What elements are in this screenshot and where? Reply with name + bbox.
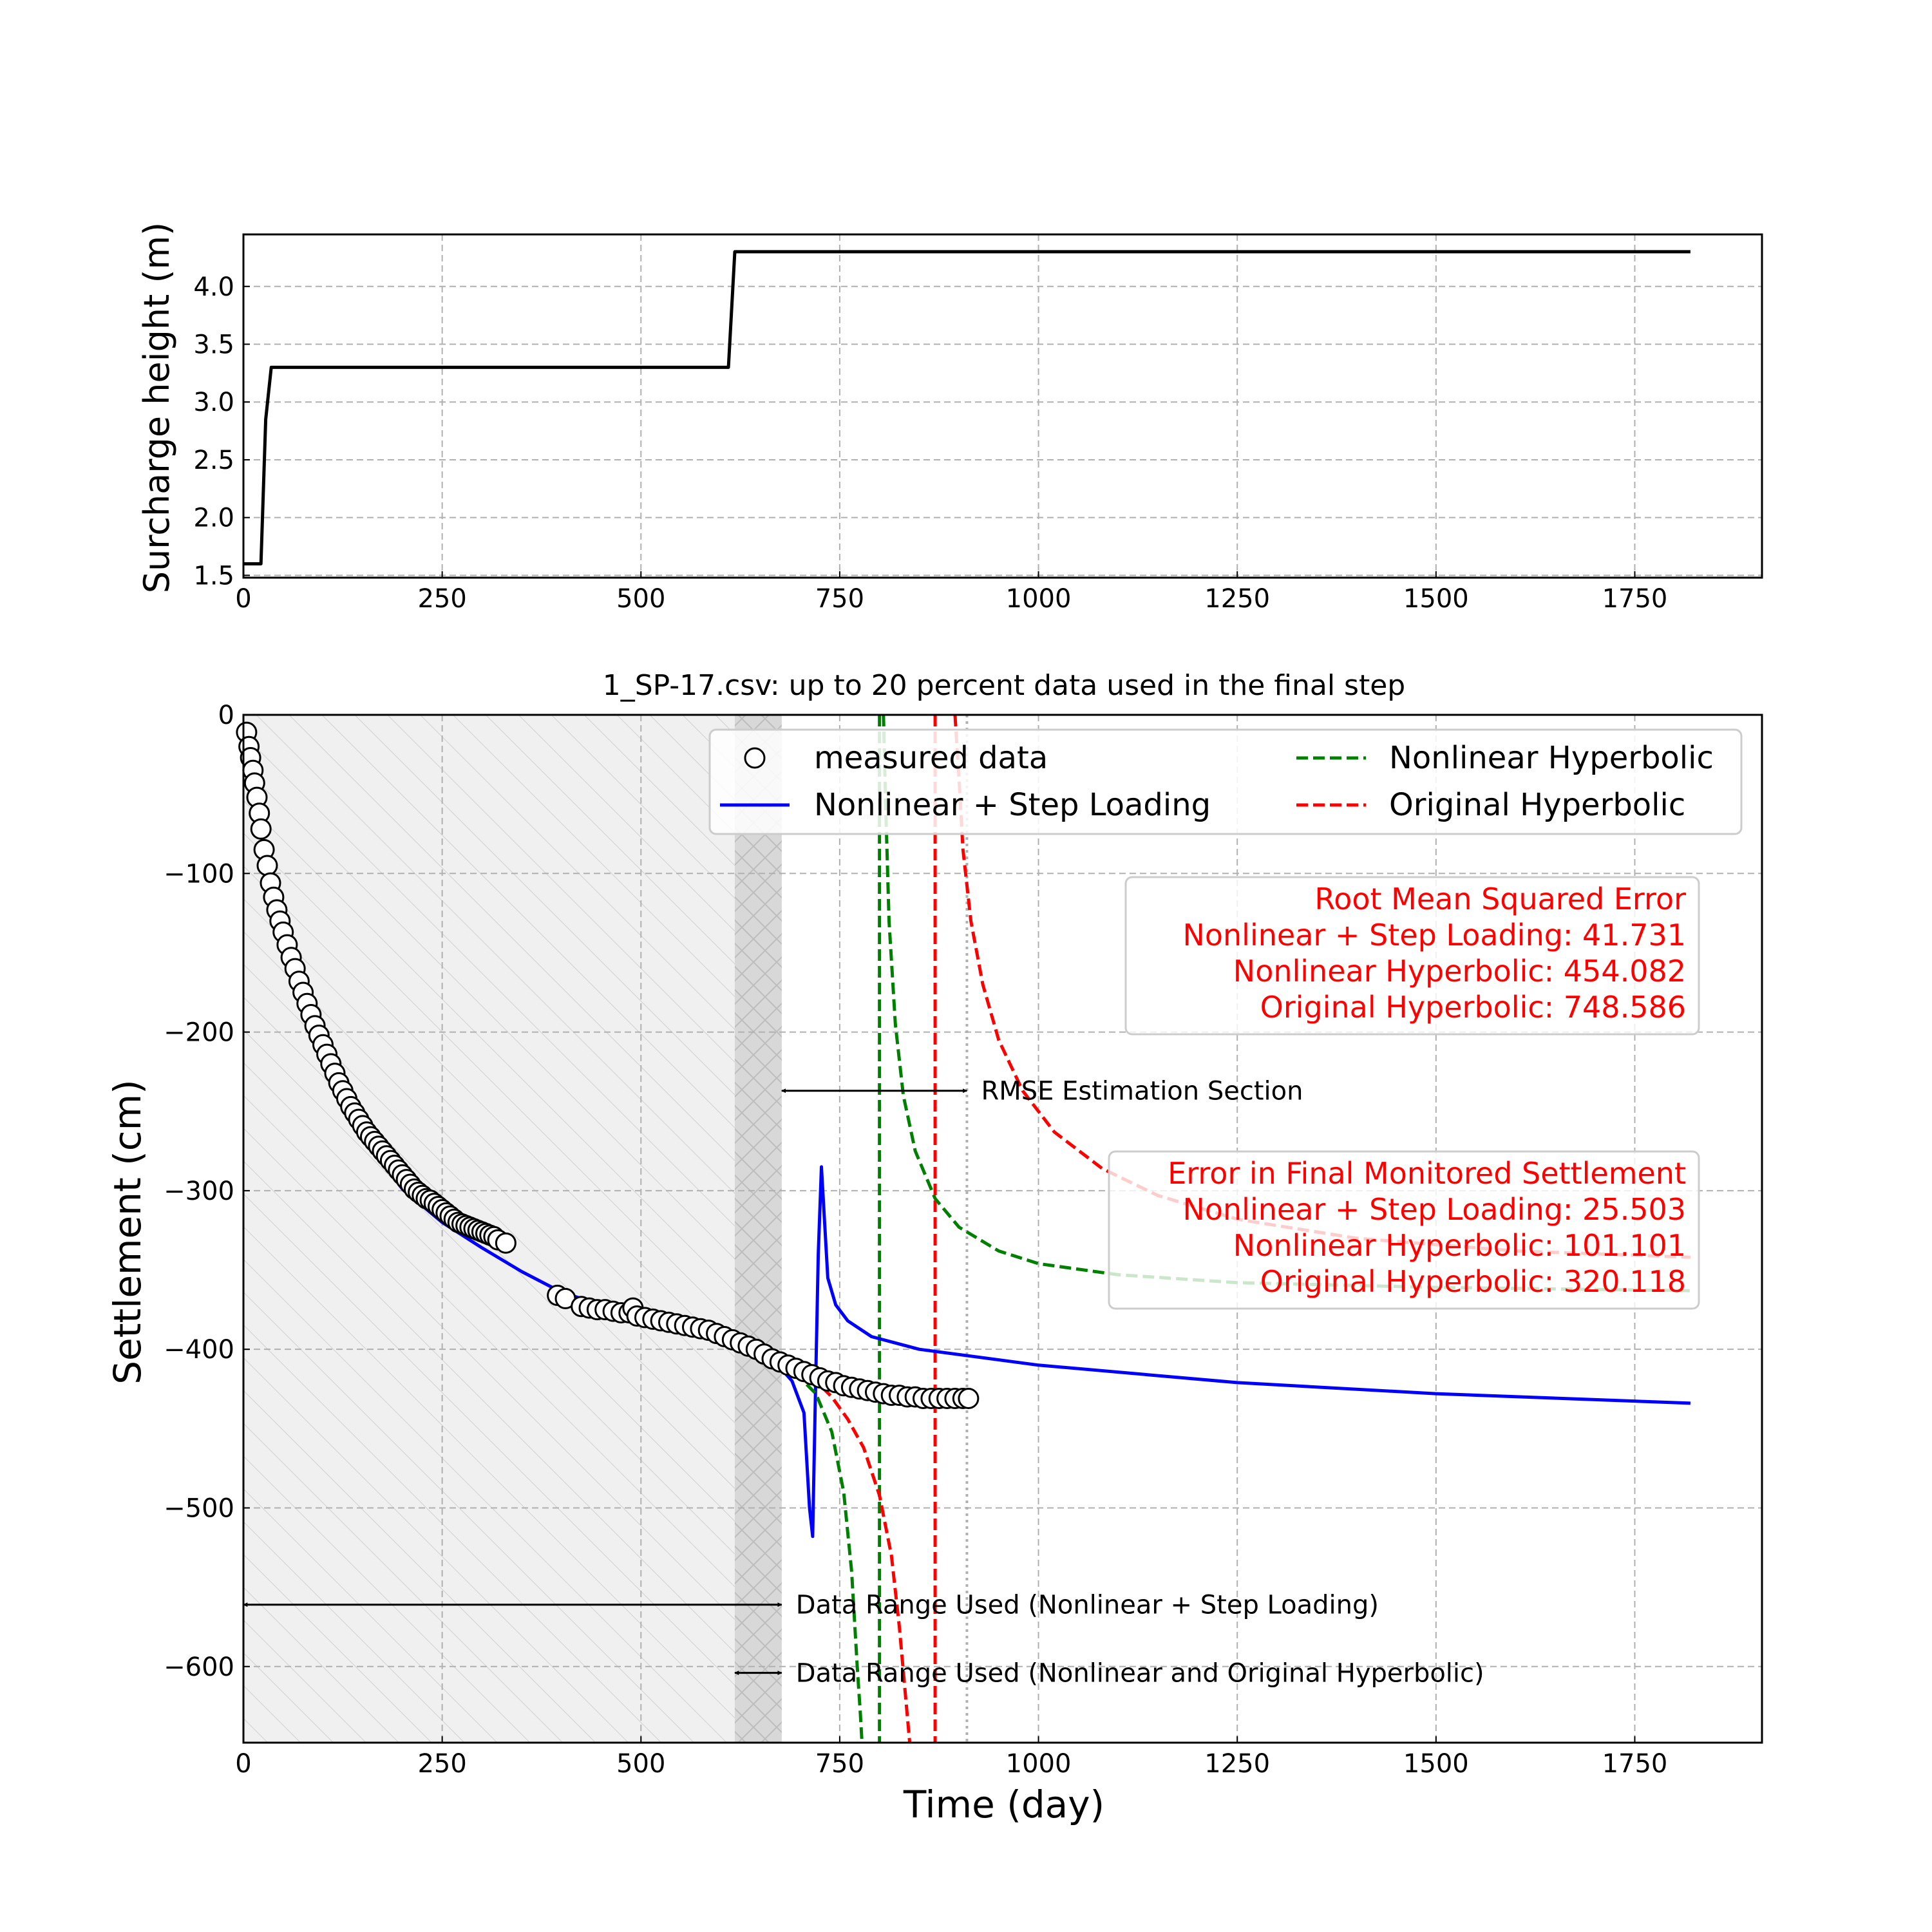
settlement-chart: 0 250 500 750 1000 1250 1500 1750 0 −100 −200 −300 −…: [106, 669, 1763, 1826]
surcharge-y-axis-label: Surcharge height (m): [137, 222, 177, 593]
surcharge-x-tick-label: 250: [417, 584, 466, 614]
data-range-hatch: [243, 715, 782, 1743]
measured-data-point: [256, 855, 278, 876]
surcharge-x-tick-label: 500: [616, 584, 665, 614]
surcharge-y-tick-label: 1.5: [193, 561, 234, 591]
annotation-arrow-label: RMSE Estimation Section: [981, 1077, 1303, 1106]
settlement-y-axis-label: Settlement (cm): [106, 1079, 149, 1385]
surcharge-y-tick-label: 2.0: [193, 504, 234, 533]
final-settlement-error-box: Error in Final Monitored Settlement Nonl…: [1108, 1150, 1700, 1310]
rmse-title: Root Mean Squared Error: [1314, 882, 1686, 916]
surcharge-plot-frame: [242, 233, 1763, 579]
settlement-y-tick-label: −100: [164, 859, 234, 889]
rmse-nonlinear-step: Nonlinear + Step Loading: 41.731: [1182, 918, 1686, 952]
surcharge-y-tick-label: 3.0: [193, 388, 234, 417]
settlement-y-tick-label: −300: [164, 1177, 234, 1206]
vertical-reference-lines: [878, 715, 969, 1743]
surcharge-grid: [243, 234, 1762, 578]
surcharge-x-tick-label: 1500: [1403, 584, 1469, 614]
measured-data-points: [236, 721, 980, 1409]
settlement-x-tick-label: 750: [815, 1749, 864, 1779]
settlement-chart-title: 1_SP-17.csv: up to 20 percent data used …: [603, 669, 1405, 702]
settlement-x-tick-label: 1500: [1403, 1749, 1469, 1779]
rmse-box: Root Mean Squared Error Nonlinear + Step…: [1124, 876, 1700, 1036]
settlement-x-tick-label: 0: [235, 1749, 251, 1779]
rmse-nonlinear-hyperbolic: Nonlinear Hyperbolic: 454.082: [1233, 954, 1686, 989]
surcharge-x-tick-label: 1000: [1006, 584, 1072, 614]
measured-data-point: [250, 818, 272, 840]
annotation-arrow-label: Data Range Used (Nonlinear + Step Loadin…: [796, 1591, 1379, 1620]
surcharge-y-tick-label: 4.0: [193, 272, 234, 302]
surcharge-x-tick-label: 0: [235, 584, 251, 614]
surcharge-line: [243, 250, 1690, 565]
settlement-x-tick-label: 500: [616, 1749, 665, 1779]
settlement-ticks: 0 250 500 750 1000 1250 1500 1750 0 −100 −200 −300 −…: [164, 701, 1667, 1779]
annotation-arrows: RMSE Estimation Section Data Range Used (…: [243, 1077, 1484, 1689]
final-step-range-hatch: [734, 715, 782, 1743]
settlement-y-tick-label: −500: [164, 1493, 234, 1523]
annotation-arrow-label: Data Range Used (Nonlinear and Original …: [796, 1659, 1484, 1689]
measured-data-point: [958, 1388, 980, 1409]
final-error-nonlinear-hyperbolic: Nonlinear Hyperbolic: 101.101: [1233, 1228, 1686, 1263]
legend-measured-marker: [744, 747, 766, 769]
measured-data-point: [495, 1232, 516, 1254]
settlement-y-tick-label: −400: [164, 1335, 234, 1365]
legend: measured data Nonlinear + Step Loading N…: [708, 728, 1743, 835]
settlement-x-tick-label: 1250: [1204, 1749, 1270, 1779]
settlement-y-tick-label: −200: [164, 1018, 234, 1048]
final-error-title: Error in Final Monitored Settlement: [1168, 1156, 1686, 1191]
rmse-original-hyperbolic: Original Hyperbolic: 748.586: [1260, 990, 1686, 1025]
surcharge-y-tick-label: 2.5: [193, 446, 234, 475]
settlement-y-tick-label: −600: [164, 1653, 234, 1682]
settlement-x-tick-label: 1750: [1602, 1749, 1668, 1779]
data-range-shading: [243, 715, 782, 1743]
surcharge-x-tick-label: 1250: [1204, 584, 1270, 614]
surcharge-ticks: 0 250 500 750 1000 1250 1500 1750 1.5 2.0 2.5 3.0 3.…: [193, 272, 1667, 614]
final-error-nonlinear-step: Nonlinear + Step Loading: 25.503: [1182, 1192, 1686, 1227]
settlement-plot-frame: [242, 714, 1763, 1744]
surcharge-y-tick-label: 3.5: [193, 330, 234, 359]
legend-measured-label: measured data: [814, 740, 1048, 776]
surcharge-series: [243, 250, 1690, 565]
legend-original-hyperbolic-label: Original Hyperbolic: [1389, 787, 1685, 823]
settlement-x-tick-label: 1000: [1006, 1749, 1072, 1779]
legend-nonlinear-step-label: Nonlinear + Step Loading: [814, 787, 1211, 823]
original-hyperbolic-left-branch: [719, 1330, 912, 1743]
surcharge-x-tick-label: 1750: [1602, 584, 1668, 614]
settlement-x-tick-label: 250: [417, 1749, 466, 1779]
final-error-original-hyperbolic: Original Hyperbolic: 320.118: [1260, 1264, 1686, 1299]
legend-nonlinear-hyperbolic-label: Nonlinear Hyperbolic: [1389, 740, 1714, 776]
settlement-x-axis-label: Time (day): [903, 1783, 1104, 1826]
surcharge-chart: 0 250 500 750 1000 1250 1500 1750 1.5 2.0 2.5 3.0 3.…: [137, 222, 1763, 614]
settlement-y-tick-label: 0: [218, 701, 234, 730]
surcharge-x-tick-label: 750: [815, 584, 864, 614]
